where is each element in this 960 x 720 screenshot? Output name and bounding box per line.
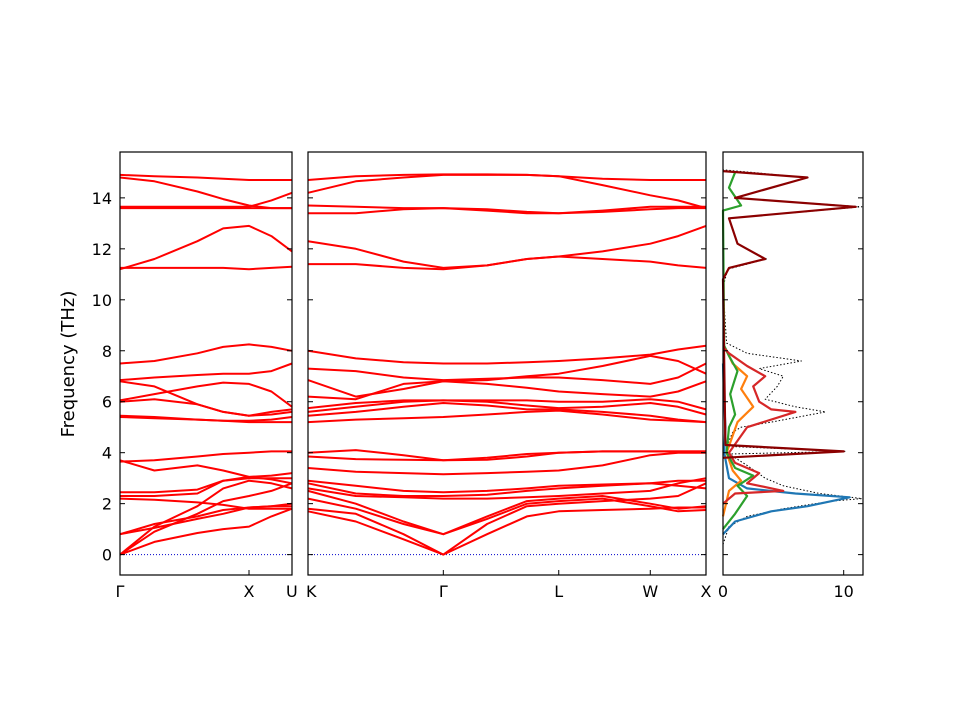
- band-line: [120, 265, 293, 271]
- band-line: [119, 482, 293, 556]
- band-line: [119, 343, 293, 365]
- y-axis-label: Frequency (THz): [58, 291, 79, 438]
- band-line: [120, 191, 293, 208]
- y-tick-label: 12: [92, 240, 112, 259]
- band-line: [119, 173, 292, 181]
- band-line: [307, 497, 707, 536]
- y-tick-label: 2: [102, 495, 112, 514]
- band-line: [307, 479, 706, 497]
- band-line: [119, 450, 292, 463]
- dos-partial-line: [721, 170, 857, 459]
- y-tick-label: 0: [102, 546, 112, 565]
- panel-k-gamma-l-w-x: [307, 173, 707, 556]
- band-line: [119, 380, 293, 417]
- band-line: [307, 399, 707, 416]
- band-line: [307, 477, 707, 500]
- band-line: [307, 479, 707, 494]
- band-line: [307, 240, 707, 269]
- x-tick-label: U: [286, 582, 298, 601]
- band-line: [119, 507, 293, 556]
- band-line: [119, 381, 293, 408]
- x-tick-label: X: [244, 582, 255, 601]
- band-line: [307, 449, 706, 462]
- band-line: [307, 173, 706, 181]
- band-line: [307, 451, 706, 476]
- panel-dos: [721, 169, 863, 545]
- band-line: [119, 459, 293, 485]
- x-tick-label: Γ: [439, 582, 448, 601]
- dos-partial-line: [722, 347, 797, 505]
- band-line: [119, 479, 293, 556]
- band-line: [308, 205, 706, 215]
- band-line: [120, 472, 293, 494]
- dos-partial-line: [721, 350, 755, 517]
- band-line: [307, 344, 707, 365]
- y-tick-label: 4: [102, 444, 112, 463]
- dos-x-tick-label: 0: [718, 582, 728, 601]
- panel-frame-2: [722, 151, 864, 576]
- band-line: [119, 505, 292, 536]
- x-tick-label: Γ: [116, 582, 125, 601]
- band-line: [307, 362, 707, 385]
- dos-x-tick-label: 10: [834, 582, 854, 601]
- panel-frame-0: [119, 151, 293, 576]
- band-line: [119, 224, 293, 271]
- band-line: [307, 354, 707, 398]
- band-line: [307, 204, 706, 215]
- band-line: [119, 362, 293, 382]
- y-tick-label: 14: [92, 189, 112, 208]
- band-line: [119, 414, 293, 422]
- panel-gamma-x-u: [119, 173, 293, 556]
- band-line: [307, 402, 707, 424]
- band-line: [307, 489, 707, 536]
- y-tick-label: 8: [102, 342, 112, 361]
- panel-frame-1: [307, 151, 707, 576]
- dos-total-line: [722, 169, 863, 545]
- x-tick-label: X: [701, 582, 712, 601]
- y-tick-label: 10: [92, 291, 112, 310]
- band-line: [119, 176, 292, 210]
- dos-partial-line: [721, 171, 755, 530]
- band-line: [119, 497, 292, 510]
- y-tick-label: 6: [102, 393, 112, 412]
- band-line: [307, 482, 707, 556]
- x-tick-label: L: [554, 582, 563, 601]
- x-tick-label: W: [642, 582, 658, 601]
- x-tick-label: K: [306, 582, 317, 601]
- band-line: [307, 380, 707, 401]
- band-line: [307, 409, 707, 424]
- band-line: [307, 398, 707, 411]
